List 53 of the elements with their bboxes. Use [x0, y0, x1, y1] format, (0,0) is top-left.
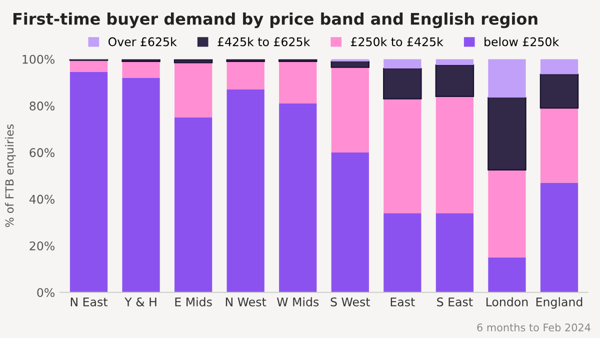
- bar: [331, 67, 369, 152]
- bar: [540, 108, 578, 183]
- bar: [488, 170, 526, 258]
- bar: [279, 103, 317, 292]
- x-tick-label: S East: [437, 297, 473, 306]
- legend-label: £250k to £425k: [351, 37, 444, 46]
- bar: [122, 61, 160, 78]
- bar: [488, 257, 526, 292]
- legend-label: below £250k: [484, 37, 560, 46]
- bar: [436, 213, 474, 292]
- bar: [174, 62, 212, 118]
- y-tick-label: 100%: [22, 54, 54, 64]
- x-tick-label: England: [536, 297, 582, 309]
- y-tick-label: 40%: [29, 194, 54, 204]
- bar: [122, 78, 160, 292]
- bar: [436, 96, 474, 214]
- x-tick-label: S West: [330, 297, 370, 306]
- bar: [384, 59, 422, 68]
- bar: [540, 74, 579, 109]
- bar: [226, 61, 264, 90]
- chart-title: First-time buyer demand by price band and English region: [13, 12, 538, 28]
- bar: [384, 98, 422, 214]
- bar: [488, 59, 526, 98]
- x-tick-label: N West: [226, 298, 266, 306]
- bar: [174, 117, 212, 292]
- bar: [174, 59, 213, 64]
- y-tick-label: 0%: [37, 288, 54, 298]
- bar: [384, 213, 422, 292]
- bar: [488, 97, 526, 170]
- bar: [279, 61, 317, 104]
- bar: [540, 59, 578, 74]
- x-tick-label: Y & H: [124, 297, 156, 306]
- bar: [70, 60, 108, 72]
- legend-label: Over £625k: [108, 37, 177, 46]
- legend-label: £425k to £625k: [218, 37, 310, 46]
- x-tick-label: E Mids: [175, 297, 212, 306]
- x-tick-label: N East: [70, 298, 108, 306]
- bar: [540, 182, 578, 292]
- bar: [70, 72, 108, 292]
- x-tick-label: London: [486, 297, 528, 306]
- y-tick-label: 80%: [30, 102, 54, 110]
- bar: [331, 152, 369, 292]
- bar: [383, 68, 422, 100]
- bar: [436, 59, 474, 65]
- x-tick-label: W Mids: [276, 297, 319, 306]
- bar: [330, 60, 370, 68]
- y-axis-title: % of FTB enquiries: [5, 124, 16, 228]
- y-tick-label: 60%: [30, 148, 54, 158]
- bar: [226, 89, 264, 292]
- x-tick-label: East: [390, 298, 415, 306]
- bar: [435, 64, 474, 98]
- y-tick-label: 20%: [30, 241, 54, 250]
- text: 6 months to Feb 2024: [477, 323, 590, 332]
